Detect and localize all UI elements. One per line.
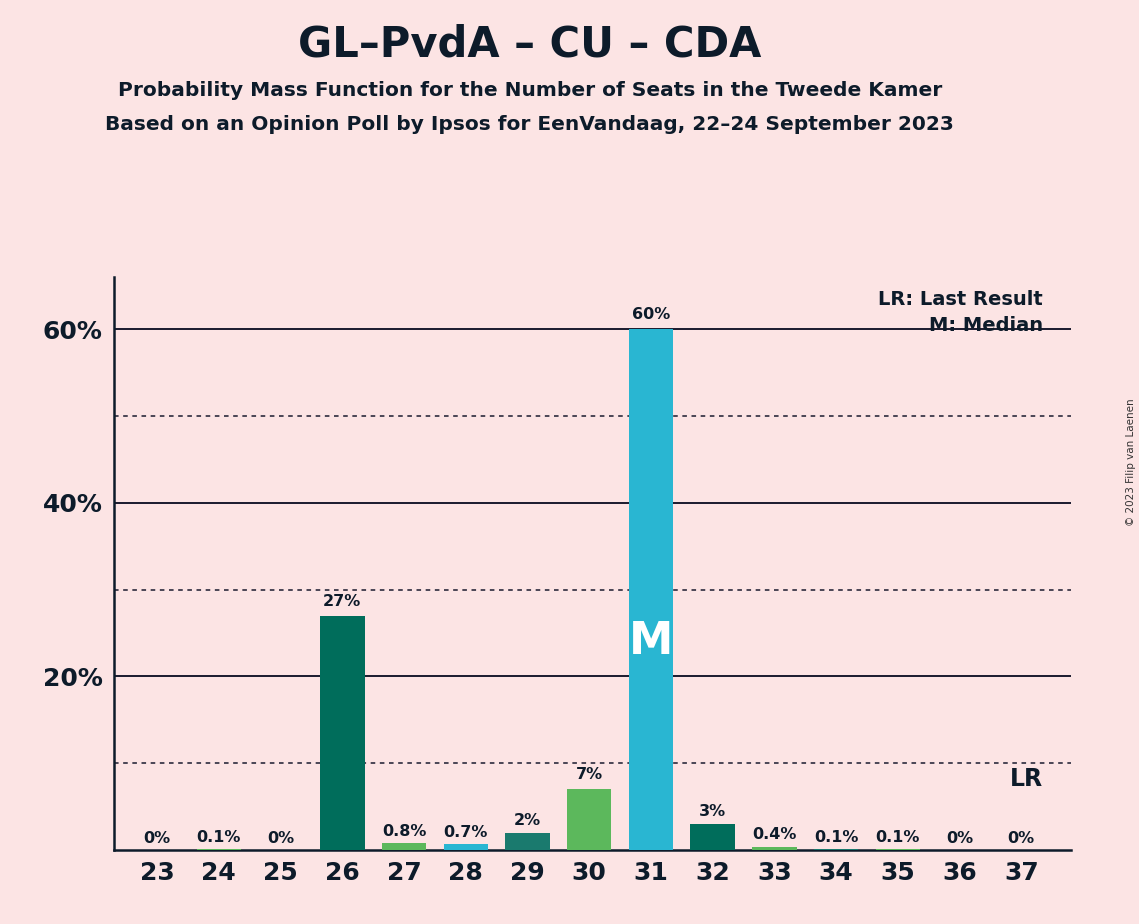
Text: 0%: 0% [267,831,294,845]
Text: 0.1%: 0.1% [197,830,241,845]
Text: 0%: 0% [144,831,171,845]
Text: 0%: 0% [1008,831,1035,845]
Text: 7%: 7% [575,767,603,783]
Text: 0.4%: 0.4% [752,827,796,843]
Text: GL–PvdA – CU – CDA: GL–PvdA – CU – CDA [298,23,761,65]
Bar [629,329,673,850]
Text: 0.1%: 0.1% [876,830,920,845]
Text: 0.1%: 0.1% [814,830,859,845]
Text: Probability Mass Function for the Number of Seats in the Tweede Kamer: Probability Mass Function for the Number… [117,81,942,101]
Text: LR: LR [1010,767,1043,791]
Bar [752,846,796,850]
Text: Based on an Opinion Poll by Ipsos for EenVandaag, 22–24 September 2023: Based on an Opinion Poll by Ipsos for Ee… [105,115,954,134]
Text: M: M [629,620,673,663]
Text: 27%: 27% [323,594,361,609]
Text: 60%: 60% [632,308,670,322]
Text: 2%: 2% [514,812,541,828]
Bar [443,844,487,850]
Text: 0.8%: 0.8% [382,824,426,839]
Bar [320,615,364,850]
Bar [506,833,550,850]
Bar [382,843,426,850]
Bar [690,824,735,850]
Text: 0.7%: 0.7% [443,824,487,840]
Bar [567,789,612,850]
Text: © 2023 Filip van Laenen: © 2023 Filip van Laenen [1126,398,1136,526]
Text: LR: Last Result: LR: Last Result [878,290,1043,310]
Text: 3%: 3% [699,804,727,819]
Text: M: Median: M: Median [928,316,1043,335]
Text: 0%: 0% [947,831,973,845]
